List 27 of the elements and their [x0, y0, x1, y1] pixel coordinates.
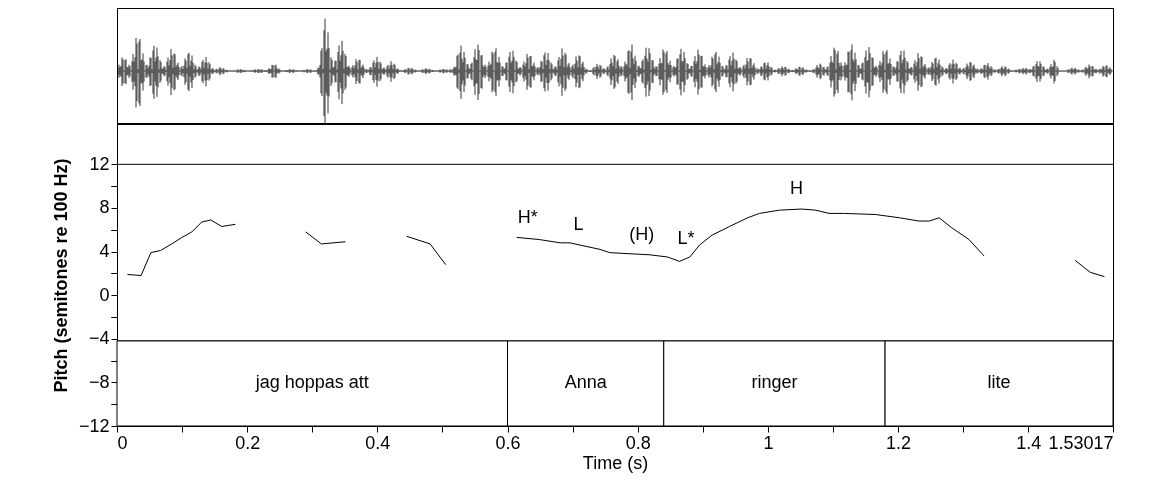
- y-tick-label: −8: [88, 371, 110, 392]
- y-axis-title: Pitch (semitones re 100 Hz): [50, 158, 71, 393]
- x-tick-label: 0.4: [365, 432, 391, 453]
- y-tick-label: 8: [99, 197, 110, 218]
- x-tick-label: 0.6: [495, 432, 521, 453]
- y-tick-label: −12: [78, 415, 110, 436]
- band-label: lite: [987, 372, 1011, 393]
- annotation: L*: [677, 228, 695, 249]
- y-tick-label: −4: [88, 328, 110, 349]
- annotation: H*: [517, 207, 538, 228]
- band-label: Anna: [564, 372, 608, 393]
- y-tick-label: 12: [89, 153, 110, 174]
- x-tick-label: 0: [117, 432, 128, 453]
- x-tick-label: 0.8: [625, 432, 651, 453]
- x-tick-label: 0.2: [235, 432, 261, 453]
- x-tick-label: 1.2: [886, 432, 912, 453]
- y-tick-label: 4: [99, 241, 110, 262]
- band-label: ringer: [751, 372, 798, 393]
- x-tick-label: 1.53017: [1048, 432, 1114, 453]
- x-tick-label: 1: [763, 432, 774, 453]
- band-label: jag hoppas att: [254, 372, 369, 393]
- y-tick-label: 0: [99, 284, 110, 305]
- annotation: L: [573, 214, 584, 235]
- x-tick-label: 1.4: [1016, 432, 1042, 453]
- annotation: (H): [629, 223, 655, 244]
- x-axis-title: Time (s): [582, 452, 649, 473]
- annotation: H: [790, 178, 804, 199]
